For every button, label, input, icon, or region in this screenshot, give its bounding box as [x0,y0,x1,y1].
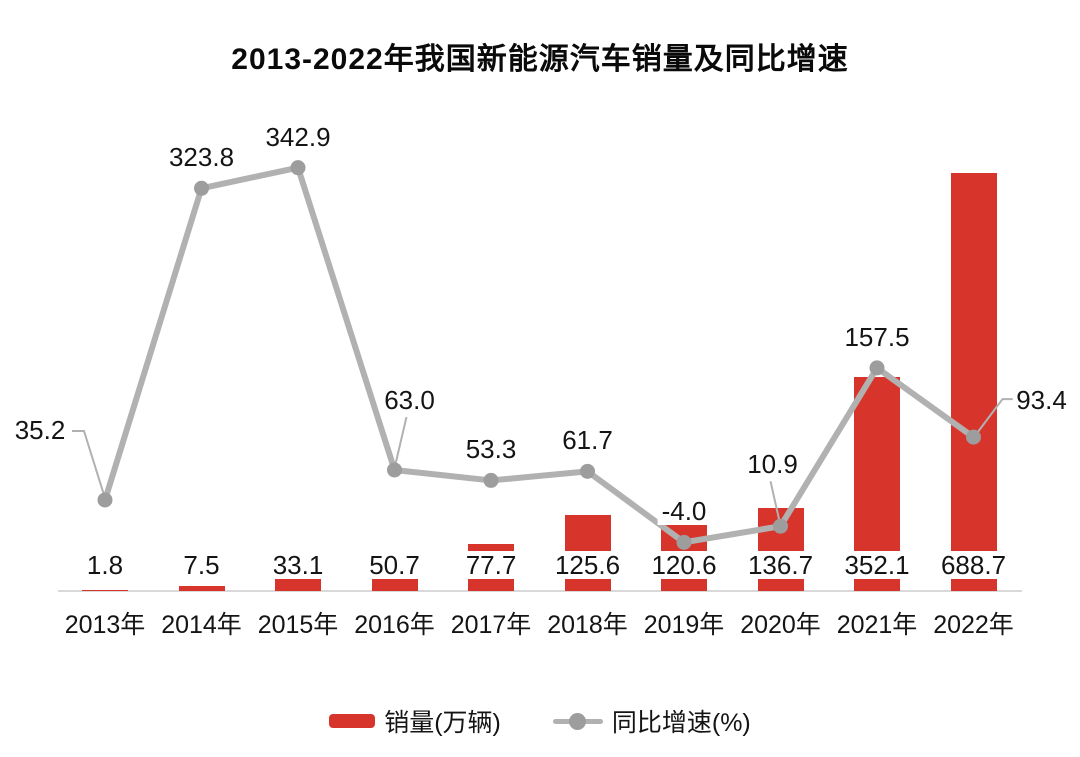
bar-value-label: 7.5 [179,551,224,579]
growth-value-label: 323.8 [164,143,239,172]
growth-value-label: 10.9 [743,450,802,479]
sales-bar [178,586,225,591]
growth-value-label: 93.4 [1012,386,1071,415]
growth-value-label: 53.3 [461,435,521,464]
legend-item-growth: 同比增速(%) [552,703,751,739]
growth-line-swatch-icon [552,712,603,730]
growth-value-label: 342.9 [261,122,335,151]
sales-bar-swatch-icon [329,714,376,728]
growth-line-marker [869,360,885,376]
x-axis-label: 2014年 [161,611,242,639]
growth-line-marker [483,472,499,488]
x-axis-label: 2021年 [836,611,918,639]
x-axis-label: 2015年 [257,611,339,639]
bar-value-label: 125.6 [550,551,625,579]
growth-line-marker [580,463,595,479]
x-axis-label: 2022年 [933,611,1014,639]
growth-value-label: 61.7 [558,426,617,455]
x-axis-label: 2013年 [64,611,146,639]
bar-value-label: 33.1 [268,551,328,579]
x-axis-line [58,590,1022,592]
legend-sales-label: 销量(万辆) [384,709,501,737]
legend: 销量(万辆) 同比增速(%) [0,703,1080,739]
growth-line-marker [194,180,209,196]
growth-label-leader-line [72,429,105,496]
bar-value-label: 136.7 [743,551,818,579]
bar-value-label: 77.7 [461,551,521,579]
sales-bar [950,173,997,591]
legend-growth-label: 同比增速(%) [611,709,751,737]
x-axis-label: 2019年 [643,611,725,639]
growth-value-label: 157.5 [840,322,914,351]
growth-value-label: 35.2 [10,415,70,444]
bar-value-label: 120.6 [647,551,721,579]
growth-line [102,164,977,546]
bar-value-label: 352.1 [840,551,914,579]
chart-title: 2013-2022年我国新能源汽车销量及同比增速 [231,43,849,77]
bar-value-label: 1.8 [82,551,128,579]
growth-line-marker [290,160,306,176]
growth-value-label: 63.0 [380,385,439,414]
x-axis-label: 2017年 [450,611,532,639]
bar-value-label: 50.7 [365,551,424,579]
growth-label-leader-line [394,416,408,465]
bar-value-label: 688.7 [936,551,1011,579]
x-axis-label: 2016年 [354,611,435,639]
x-axis-label: 2018年 [547,611,628,639]
growth-line-marker [387,462,402,478]
legend-item-sales: 销量(万辆) [329,703,501,739]
growth-value-label: -4.0 [657,497,711,526]
sales-bar [82,590,128,591]
x-axis-label: 2020年 [740,611,821,639]
growth-line-marker [97,492,113,508]
